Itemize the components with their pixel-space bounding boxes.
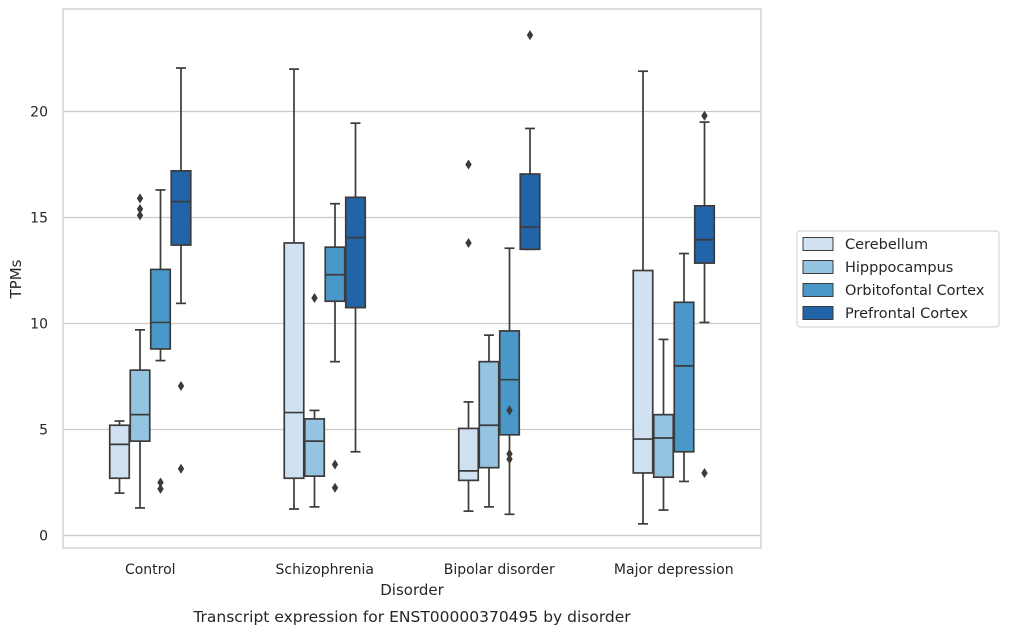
x-tick-labels: Control Schizophrenia Bipolar disorder Majo… xyxy=(125,562,734,578)
box xyxy=(344,122,367,453)
box xyxy=(283,68,305,510)
box-iqr xyxy=(693,204,716,264)
outlier-point xyxy=(177,463,185,474)
outlier-point xyxy=(311,293,318,304)
legend-swatch xyxy=(802,306,834,320)
x-tick-label: Schizophrenia xyxy=(276,562,374,578)
box xyxy=(498,247,521,516)
outlier-point xyxy=(157,483,164,494)
box xyxy=(693,110,716,478)
y-tick-label: 10 xyxy=(30,317,48,333)
legend-label: Prefrontal Cortex xyxy=(845,306,968,322)
legend-label: Cerebellum xyxy=(845,237,928,253)
series-prefrontal-cortex xyxy=(170,30,716,478)
legend-swatch xyxy=(802,260,834,274)
outlier-point xyxy=(701,467,708,478)
box xyxy=(478,334,500,508)
box-iqr xyxy=(108,424,131,480)
legend-swatch xyxy=(802,237,834,251)
box-iqr xyxy=(149,268,172,350)
outlier-point xyxy=(465,237,472,248)
x-axis-label: Disorder xyxy=(380,581,444,599)
legend-frame xyxy=(796,230,1000,328)
outlier-point xyxy=(465,159,472,170)
y-tick-label: 5 xyxy=(39,423,48,439)
box-iqr xyxy=(170,170,192,246)
box-iqr xyxy=(303,418,326,477)
outlier-point xyxy=(506,405,513,416)
outlier-point xyxy=(136,193,144,204)
box-iqr xyxy=(283,242,305,480)
box xyxy=(108,420,131,494)
plot-frame xyxy=(62,8,762,549)
box-iqr xyxy=(632,269,654,474)
y-tick-labels: 0 5 10 15 20 xyxy=(30,105,48,545)
y-tick-label: 0 xyxy=(39,529,48,545)
series-cerebellum xyxy=(108,68,654,525)
legend: Cerebellum Hipppocampus Orbitofontal Corte… xyxy=(796,230,1000,328)
x-tick-label: Bipolar disorder xyxy=(444,562,555,578)
box-iqr xyxy=(673,301,695,453)
box xyxy=(324,202,346,493)
box xyxy=(170,67,192,474)
box xyxy=(519,30,541,251)
y-axis-label: TPMs xyxy=(7,259,25,299)
outlier-point xyxy=(331,459,339,470)
outlier-point xyxy=(506,448,513,459)
outlier-point xyxy=(136,204,144,215)
outlier-point xyxy=(331,482,339,493)
y-tick-label: 20 xyxy=(30,105,48,121)
box-iqr xyxy=(478,360,500,469)
x-tick-label: Major depression xyxy=(614,562,734,578)
legend-swatch xyxy=(802,283,834,297)
box-series xyxy=(108,30,716,525)
box xyxy=(457,159,480,512)
box xyxy=(149,189,172,494)
x-tick-label: Control xyxy=(125,562,176,578)
outlier-point xyxy=(136,210,144,221)
box xyxy=(303,293,326,508)
box-iqr xyxy=(519,173,541,251)
series-hipppocampus xyxy=(129,193,675,511)
outlier-point xyxy=(701,110,708,121)
legend-label: Hipppocampus xyxy=(845,260,953,276)
box xyxy=(632,70,654,525)
box xyxy=(673,252,695,483)
outlier-point xyxy=(177,381,185,392)
box xyxy=(129,193,151,509)
box-iqr xyxy=(457,427,480,482)
box-iqr xyxy=(129,369,151,443)
outlier-point xyxy=(506,454,513,465)
box-iqr xyxy=(498,330,521,436)
box-iqr xyxy=(344,196,367,309)
box xyxy=(652,338,675,511)
box-iqr xyxy=(652,413,675,479)
chart-caption: Transcript expression for ENST0000037049… xyxy=(192,608,631,626)
outlier-point xyxy=(526,30,534,41)
series-orbitofontal-cortex xyxy=(149,189,695,516)
y-tick-label: 15 xyxy=(30,211,48,227)
legend-label: Orbitofontal Cortex xyxy=(845,283,985,299)
outlier-point xyxy=(157,477,164,488)
